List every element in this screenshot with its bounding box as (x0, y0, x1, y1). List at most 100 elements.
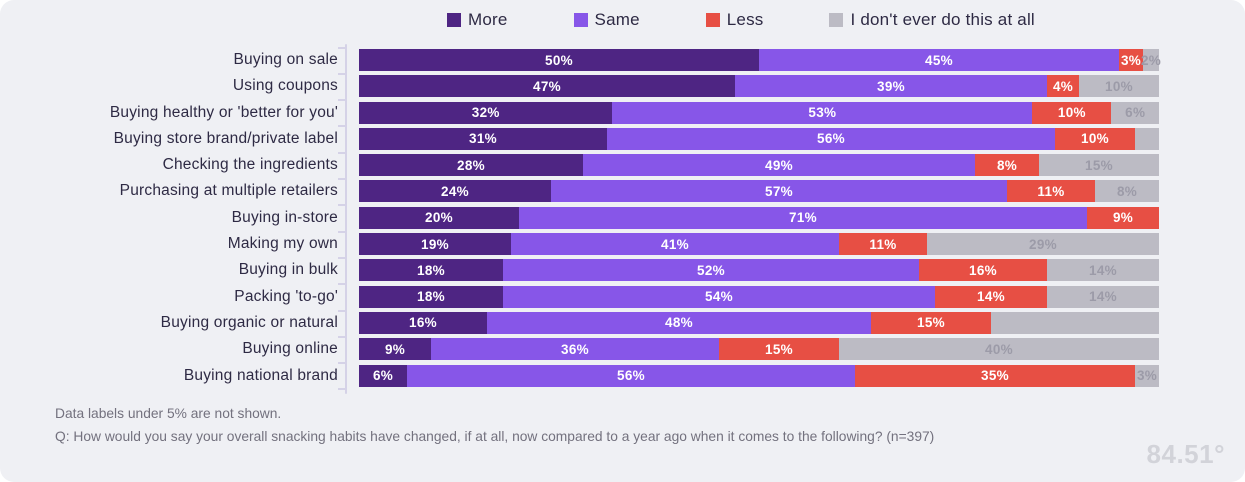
bar-segment-same: 49% (583, 154, 975, 177)
bar-track: 28% 49% 8% 15% (359, 154, 1159, 177)
chart-row: Buying store brand/private label 31% 56% 10… (55, 127, 1159, 150)
bar-track: 9% 36% 15% 40% (359, 338, 1159, 361)
bar-value-label: 6% (1125, 105, 1146, 121)
axis-tick (338, 283, 346, 286)
bar-value-label: 39% (877, 78, 905, 94)
legend-item-more: More (447, 10, 508, 30)
bar-segment-same: 41% (511, 233, 839, 256)
bar-value-label: 6% (372, 368, 394, 384)
bar-value-label: 15% (1085, 157, 1113, 173)
chart-row: Buying healthy or 'better for you' 32% 53%… (55, 101, 1159, 124)
bar-segment-more: 28% (359, 154, 583, 177)
chart-row: Checking the ingredients 28% 49% 8% 15% (55, 154, 1159, 177)
bar-value-label: 24% (441, 183, 469, 199)
bar-segment-same: 71% (519, 206, 1087, 229)
bar-segment-more: 24% (359, 180, 551, 203)
bar-value-label: 71% (789, 210, 817, 226)
bar-segment-less: 14% (935, 285, 1047, 308)
chart-row: Buying online 9% 36% 15% 40% (55, 338, 1159, 361)
bar-segment-same: 36% (431, 338, 719, 361)
bar-segment-less: 11% (1007, 180, 1095, 203)
axis-tick (338, 99, 346, 102)
axis-tick (338, 151, 346, 154)
bar-track: 47% 39% 4% 10% (359, 75, 1159, 98)
category-label: Buying online (242, 340, 338, 358)
bar-segment-same: 48% (487, 311, 871, 334)
axis-tick (338, 256, 346, 259)
bar-segment-less: 8% (975, 154, 1039, 177)
bar-value-label: 47% (533, 78, 561, 94)
bar-segment-less: 11% (839, 233, 927, 256)
chart-row: Buying in-store 20% 71% 9% (55, 206, 1159, 229)
bar-track: 18% 52% 16% 14% (359, 259, 1159, 282)
axis-tick (338, 388, 346, 391)
bar-segment-more: 6% (359, 364, 407, 387)
bar-value-label: 52% (697, 262, 725, 278)
bar-segment-less: 15% (871, 311, 991, 334)
bar-segment-less: 35% (855, 364, 1135, 387)
bar-value-label: 19% (421, 236, 449, 252)
bar-value-label: 35% (981, 368, 1009, 384)
bar-value-label: 9% (1112, 210, 1134, 226)
bar-value-label: 15% (765, 341, 793, 357)
bar-segment-same: 56% (407, 364, 855, 387)
bar-value-label: 2% (1140, 52, 1162, 68)
bar-segment-less: 15% (719, 338, 839, 361)
chart-row: Packing 'to-go' 18% 54% 14% 14% (55, 285, 1159, 308)
bar-segment-more: 47% (359, 75, 735, 98)
bar-value-label: 40% (985, 341, 1013, 357)
bar-value-label: 49% (765, 157, 793, 173)
bar-segment-more: 16% (359, 311, 487, 334)
bar-segment-more: 19% (359, 233, 511, 256)
bar-segment-less: 10% (1032, 101, 1112, 124)
bar-segment-more: 20% (359, 206, 519, 229)
bar-value-label: 29% (1029, 236, 1057, 252)
chart-row: Buying organic or natural 16% 48% 15% (55, 311, 1159, 334)
bar-track: 32% 53% 10% 6% (359, 101, 1159, 124)
bar-segment-never: 6% (1111, 101, 1159, 124)
bar-value-label: 15% (917, 315, 945, 331)
chart-row: Buying in bulk 18% 52% 16% 14% (55, 259, 1159, 282)
bar-value-label: 36% (561, 341, 589, 357)
chart-row: Buying on sale 50% 45% 3% 2% (55, 49, 1162, 71)
category-label: Buying organic or natural (160, 313, 338, 331)
bar-segment-same: 52% (503, 259, 919, 282)
chart-rows: Buying on sale 50% 45% 3% 2% Using coupons 47%… (55, 49, 1162, 391)
bar-value-label: 20% (425, 210, 453, 226)
category-label: Buying healthy or 'better for you' (109, 103, 338, 121)
bar-segment-never: 14% (1047, 285, 1159, 308)
axis-tick (338, 46, 346, 49)
bar-value-label: 41% (661, 236, 689, 252)
category-label: Buying on sale (233, 51, 338, 68)
bar-value-label: 3% (1136, 368, 1158, 384)
y-axis-line (345, 44, 347, 394)
bar-value-label: 56% (617, 368, 645, 384)
bar-value-label: 45% (925, 52, 953, 68)
bar-track: 50% 45% 3% 2% (359, 49, 1162, 71)
axis-tick (338, 335, 346, 338)
legend-swatch-more (447, 13, 461, 27)
chart-row: Buying national brand 6% 56% 35% 3% (55, 364, 1159, 387)
legend-label: Less (726, 10, 764, 29)
brand-logo-8451: 84.51° (1146, 439, 1225, 469)
bar-value-label: 3% (1120, 52, 1142, 68)
bar-value-label: 57% (765, 183, 793, 199)
bar-segment-never: 29% (927, 233, 1159, 256)
chart-row: Making my own 19% 41% 11% 29% (55, 233, 1159, 256)
legend-item-less: Less (705, 10, 764, 30)
bar-track: 31% 56% 10% (359, 127, 1159, 150)
bar-segment-more: 18% (359, 259, 503, 282)
bar-segment-never: 3% (1135, 364, 1159, 387)
bar-segment-less: 3% (1119, 49, 1143, 71)
bar-value-label: 9% (384, 341, 406, 357)
legend-item-never: I don't ever do this at all (829, 10, 1035, 30)
bar-value-label: 16% (409, 315, 437, 331)
bar-segment-less: 10% (1055, 127, 1135, 150)
bar-segment-never: 15% (1039, 154, 1159, 177)
bar-segment-same: 54% (503, 285, 935, 308)
bar-value-label: 14% (1089, 289, 1117, 305)
bar-track: 16% 48% 15% (359, 311, 1159, 334)
bar-track: 19% 41% 11% 29% (359, 233, 1159, 256)
legend-swatch-less (705, 13, 720, 27)
bar-value-label: 31% (469, 131, 497, 147)
